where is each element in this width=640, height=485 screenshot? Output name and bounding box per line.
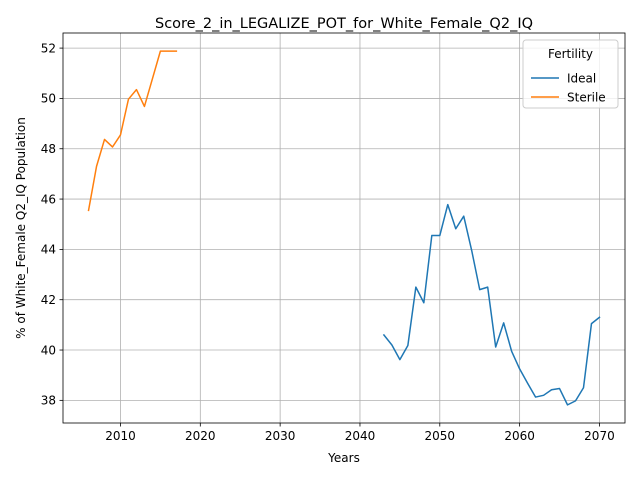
data-point-sterile (104, 139, 106, 141)
data-point-ideal (567, 404, 569, 406)
data-point-ideal (543, 394, 545, 396)
series-line-ideal (382, 203, 601, 406)
y-axis-label: % of White_Female Q2_IQ Population (14, 117, 28, 339)
y-tick-label: 52 (41, 41, 56, 55)
data-point-ideal (503, 322, 505, 324)
data-point-ideal (471, 250, 473, 252)
legend-label-ideal: Ideal (567, 71, 596, 85)
y-tick-label: 44 (41, 243, 56, 257)
y-tick-label: 40 (41, 343, 56, 357)
data-point-ideal (431, 235, 433, 237)
data-point-ideal (583, 387, 585, 389)
series-line-sterile (87, 50, 178, 212)
data-point-ideal (551, 389, 553, 391)
data-point-ideal (415, 286, 417, 288)
data-point-ideal (407, 345, 409, 347)
data-point-ideal (399, 359, 401, 361)
legend-entries: Ideal Sterile (531, 71, 606, 104)
data-point-ideal (599, 316, 601, 318)
y-tick-label: 50 (41, 92, 56, 106)
data-point-sterile (152, 78, 154, 80)
data-point-ideal (455, 228, 457, 230)
data-point-ideal (527, 382, 529, 384)
legend-label-sterile: Sterile (567, 90, 606, 104)
data-point-sterile (128, 98, 130, 100)
y-tick-label: 42 (41, 293, 56, 307)
data-point-ideal (487, 286, 489, 288)
legend-box (522, 39, 619, 109)
axis-ticks: 2010 2020 2030 2040 2050 2060 2070 38 40 42 44 46 48… (41, 41, 615, 443)
data-point-ideal (423, 302, 425, 304)
data-point-sterile (96, 165, 98, 167)
data-point-ideal (519, 368, 521, 370)
data-point-ideal (575, 400, 577, 402)
data-point-sterile (175, 50, 177, 52)
legend-title: Fertility (548, 47, 593, 61)
data-point-ideal (463, 215, 465, 217)
data-point-ideal (591, 323, 593, 325)
y-tick-label: 48 (41, 142, 56, 156)
data-point-sterile (88, 209, 90, 211)
chart-title: Score_2_in_LEGALIZE_POT_for_White_Female… (155, 16, 533, 32)
data-point-sterile (136, 89, 138, 91)
data-point-ideal (391, 344, 393, 346)
data-point-sterile (167, 50, 169, 52)
x-tick-label: 2050 (425, 429, 456, 443)
x-tick-label: 2020 (185, 429, 216, 443)
legend: Fertility Ideal Sterile (522, 39, 619, 109)
x-tick-label: 2040 (345, 429, 376, 443)
data-point-sterile (159, 50, 161, 52)
data-point-ideal (439, 235, 441, 237)
x-axis-label: Years (327, 451, 360, 465)
plot-area-frame (62, 32, 626, 424)
series-lines (87, 50, 601, 406)
x-tick-label: 2060 (504, 429, 535, 443)
data-point-sterile (144, 106, 146, 108)
data-point-sterile (112, 146, 114, 148)
data-point-ideal (447, 204, 449, 206)
y-tick-label: 38 (41, 394, 56, 408)
x-tick-label: 2030 (265, 429, 296, 443)
y-tick-label: 46 (41, 192, 56, 206)
data-point-ideal (559, 388, 561, 390)
data-point-ideal (495, 346, 497, 348)
data-point-ideal (479, 289, 481, 291)
data-point-ideal (535, 396, 537, 398)
data-point-ideal (383, 334, 385, 336)
x-tick-label: 2010 (105, 429, 136, 443)
data-point-sterile (120, 134, 122, 136)
data-point-ideal (511, 350, 513, 352)
grid-lines (63, 33, 625, 423)
x-tick-label: 2070 (584, 429, 615, 443)
